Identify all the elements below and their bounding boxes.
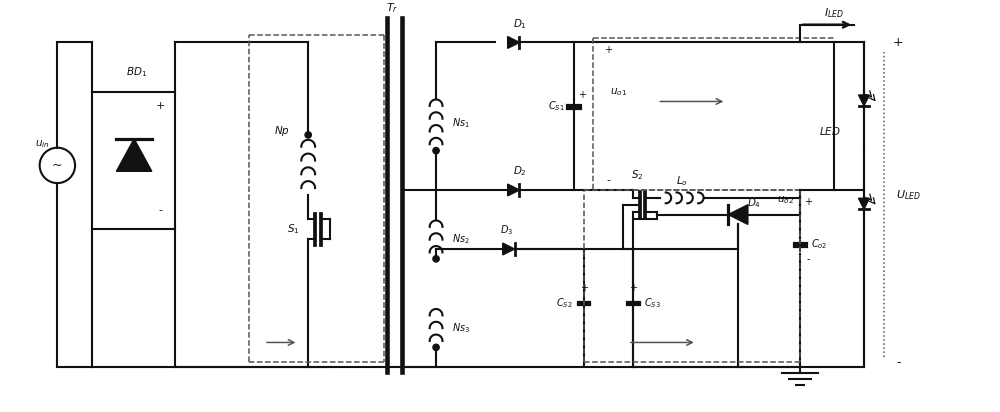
Polygon shape xyxy=(508,184,519,196)
Polygon shape xyxy=(116,139,152,171)
Polygon shape xyxy=(728,205,748,225)
Text: $C_{S1}$: $C_{S1}$ xyxy=(548,99,564,113)
Text: $u_{in}$: $u_{in}$ xyxy=(35,138,50,150)
Text: $Ns_3$: $Ns_3$ xyxy=(452,321,470,335)
Circle shape xyxy=(433,344,439,351)
Text: $u_{o2}$: $u_{o2}$ xyxy=(777,194,794,206)
Text: $D_1$: $D_1$ xyxy=(513,17,527,30)
Text: $L_o$: $L_o$ xyxy=(676,174,688,188)
Text: +: + xyxy=(604,45,612,55)
Polygon shape xyxy=(508,37,519,48)
Circle shape xyxy=(433,147,439,154)
Text: +: + xyxy=(629,283,637,293)
Text: +: + xyxy=(893,36,904,49)
Text: $D_2$: $D_2$ xyxy=(513,164,527,178)
FancyBboxPatch shape xyxy=(92,91,175,229)
Text: $C_{S2}$: $C_{S2}$ xyxy=(556,296,572,310)
Text: $I_{LED}$: $I_{LED}$ xyxy=(824,6,844,20)
Text: ~: ~ xyxy=(52,159,63,172)
Circle shape xyxy=(305,132,311,138)
Text: $T_r$: $T_r$ xyxy=(386,1,398,15)
Text: +: + xyxy=(578,89,586,100)
Text: $BD_1$: $BD_1$ xyxy=(126,65,147,79)
Text: -: - xyxy=(896,356,901,369)
Text: $D_3$: $D_3$ xyxy=(500,223,514,237)
Text: $D_4$: $D_4$ xyxy=(747,196,761,210)
Polygon shape xyxy=(503,243,515,255)
Text: -: - xyxy=(606,175,610,185)
Text: +: + xyxy=(156,101,165,111)
Text: -: - xyxy=(159,205,163,215)
Text: +: + xyxy=(804,197,812,207)
Text: $U_{LED}$: $U_{LED}$ xyxy=(896,188,921,202)
Text: $Ns_1$: $Ns_1$ xyxy=(452,116,470,130)
Text: +: + xyxy=(580,283,588,293)
Circle shape xyxy=(433,256,439,262)
Polygon shape xyxy=(859,198,869,209)
Text: -: - xyxy=(806,254,810,264)
Polygon shape xyxy=(859,95,869,106)
Text: $Np$: $Np$ xyxy=(274,124,290,138)
Text: $S_1$: $S_1$ xyxy=(287,222,300,236)
Text: $S_2$: $S_2$ xyxy=(631,169,644,182)
Text: $C_{S3}$: $C_{S3}$ xyxy=(644,296,661,310)
Text: $LED$: $LED$ xyxy=(819,125,840,137)
Text: $u_{o1}$: $u_{o1}$ xyxy=(610,86,627,98)
Text: $Ns_2$: $Ns_2$ xyxy=(452,232,470,246)
Text: $C_{o2}$: $C_{o2}$ xyxy=(811,237,828,251)
